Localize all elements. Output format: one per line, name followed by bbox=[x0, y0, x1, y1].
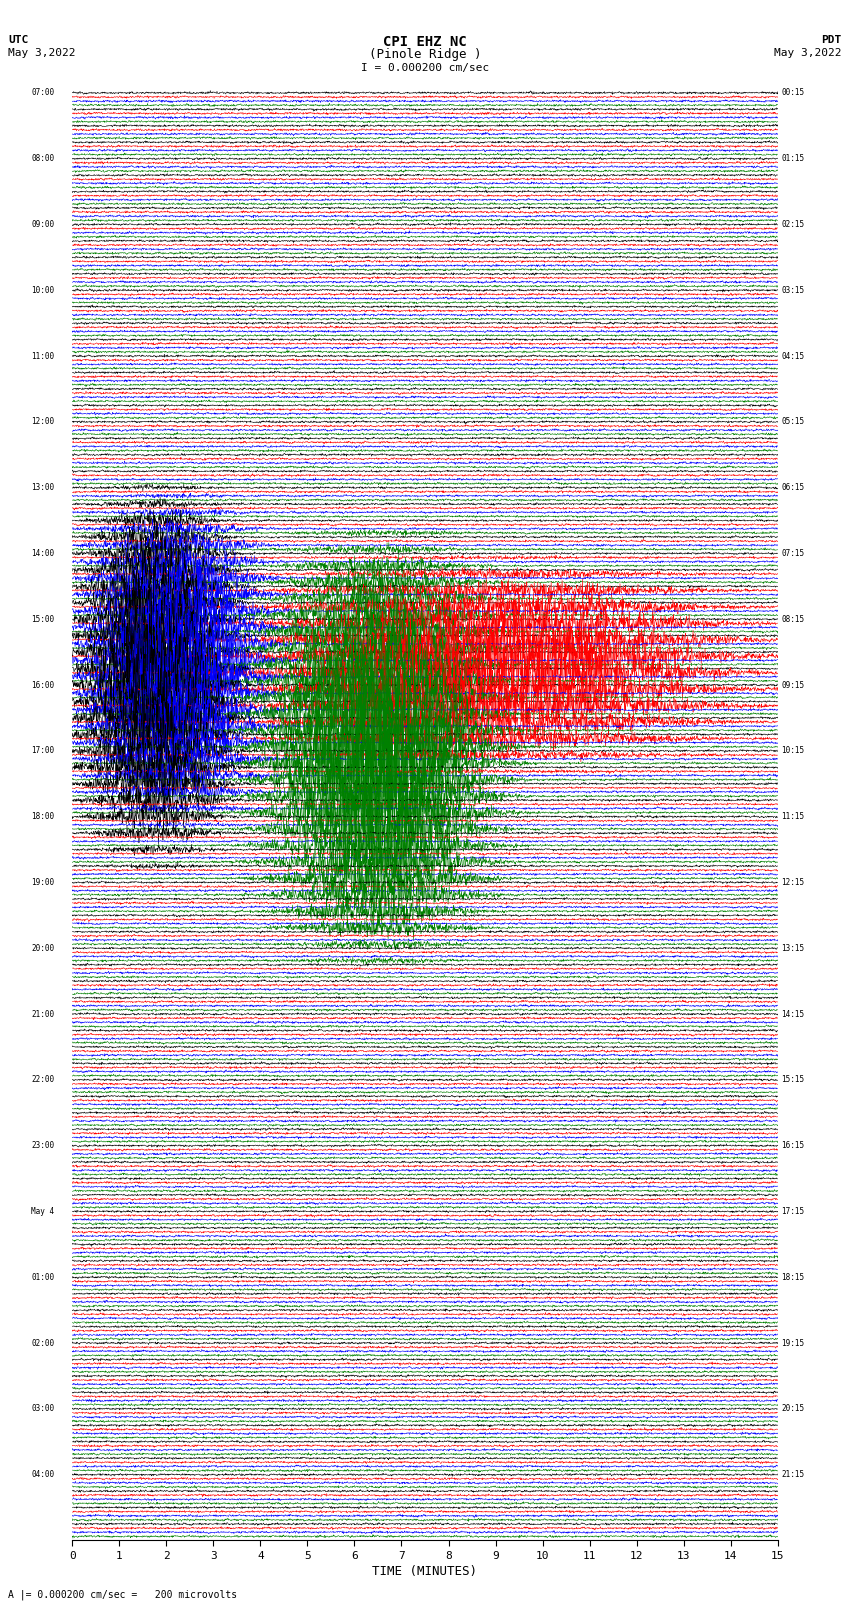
Text: 15:00: 15:00 bbox=[31, 615, 54, 624]
Text: 14:15: 14:15 bbox=[781, 1010, 805, 1018]
X-axis label: TIME (MINUTES): TIME (MINUTES) bbox=[372, 1565, 478, 1578]
Text: A |= 0.000200 cm/sec =   200 microvolts: A |= 0.000200 cm/sec = 200 microvolts bbox=[8, 1589, 238, 1600]
Text: 09:00: 09:00 bbox=[31, 219, 54, 229]
Text: 00:15: 00:15 bbox=[781, 89, 805, 97]
Text: CPI EHZ NC: CPI EHZ NC bbox=[383, 35, 467, 50]
Text: 18:00: 18:00 bbox=[31, 811, 54, 821]
Text: 13:15: 13:15 bbox=[781, 944, 805, 953]
Text: 07:15: 07:15 bbox=[781, 548, 805, 558]
Text: 05:15: 05:15 bbox=[781, 418, 805, 426]
Text: 17:00: 17:00 bbox=[31, 747, 54, 755]
Text: 03:00: 03:00 bbox=[31, 1405, 54, 1413]
Text: UTC: UTC bbox=[8, 35, 29, 45]
Text: 04:00: 04:00 bbox=[31, 1469, 54, 1479]
Text: 21:00: 21:00 bbox=[31, 1010, 54, 1018]
Text: 11:15: 11:15 bbox=[781, 811, 805, 821]
Text: 08:15: 08:15 bbox=[781, 615, 805, 624]
Text: May 3,2022: May 3,2022 bbox=[8, 48, 76, 58]
Text: 01:00: 01:00 bbox=[31, 1273, 54, 1282]
Text: 19:00: 19:00 bbox=[31, 877, 54, 887]
Text: 18:15: 18:15 bbox=[781, 1273, 805, 1282]
Text: 14:00: 14:00 bbox=[31, 548, 54, 558]
Text: 21:15: 21:15 bbox=[781, 1469, 805, 1479]
Text: 09:15: 09:15 bbox=[781, 681, 805, 689]
Text: May 4: May 4 bbox=[31, 1207, 54, 1216]
Text: 08:00: 08:00 bbox=[31, 155, 54, 163]
Text: 20:15: 20:15 bbox=[781, 1405, 805, 1413]
Text: 11:00: 11:00 bbox=[31, 352, 54, 361]
Text: 03:15: 03:15 bbox=[781, 286, 805, 295]
Text: 22:00: 22:00 bbox=[31, 1076, 54, 1084]
Text: 10:00: 10:00 bbox=[31, 286, 54, 295]
Text: (Pinole Ridge ): (Pinole Ridge ) bbox=[369, 48, 481, 61]
Text: 16:00: 16:00 bbox=[31, 681, 54, 689]
Text: 16:15: 16:15 bbox=[781, 1140, 805, 1150]
Text: 10:15: 10:15 bbox=[781, 747, 805, 755]
Text: PDT: PDT bbox=[821, 35, 842, 45]
Text: 07:00: 07:00 bbox=[31, 89, 54, 97]
Text: 23:00: 23:00 bbox=[31, 1140, 54, 1150]
Text: 02:00: 02:00 bbox=[31, 1339, 54, 1347]
Text: I = 0.000200 cm/sec: I = 0.000200 cm/sec bbox=[361, 63, 489, 73]
Text: May 3,2022: May 3,2022 bbox=[774, 48, 842, 58]
Text: 06:15: 06:15 bbox=[781, 484, 805, 492]
Text: 04:15: 04:15 bbox=[781, 352, 805, 361]
Text: 13:00: 13:00 bbox=[31, 484, 54, 492]
Text: 17:15: 17:15 bbox=[781, 1207, 805, 1216]
Text: 19:15: 19:15 bbox=[781, 1339, 805, 1347]
Text: 20:00: 20:00 bbox=[31, 944, 54, 953]
Text: 12:15: 12:15 bbox=[781, 877, 805, 887]
Text: 15:15: 15:15 bbox=[781, 1076, 805, 1084]
Text: 02:15: 02:15 bbox=[781, 219, 805, 229]
Text: 12:00: 12:00 bbox=[31, 418, 54, 426]
Text: 01:15: 01:15 bbox=[781, 155, 805, 163]
